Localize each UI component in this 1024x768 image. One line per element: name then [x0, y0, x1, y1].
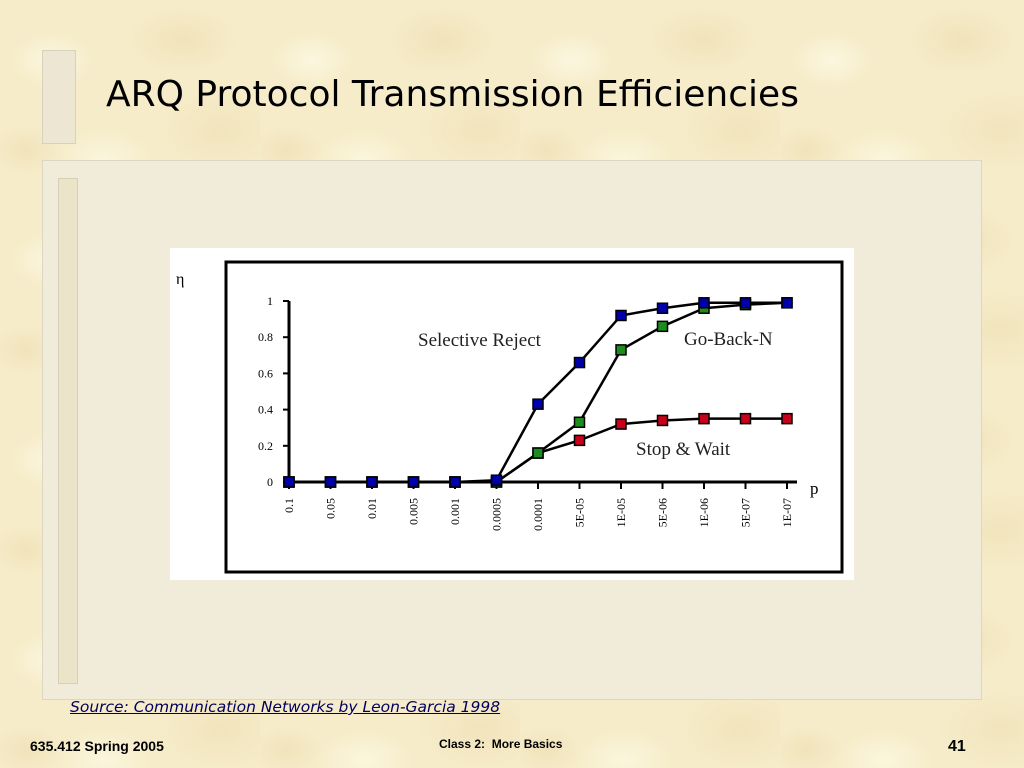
- efficiency-chart: 0 0.2 0.4 0.6 0.8 1 0.1 0.05 0.01 0.005 0.001 0.000…: [176, 260, 844, 574]
- data-point: [366, 476, 378, 488]
- data-point: [656, 320, 669, 333]
- data-point: [490, 474, 503, 486]
- data-point: [739, 412, 752, 425]
- data-point: [449, 476, 461, 488]
- content-accent-bar: [58, 178, 78, 684]
- data-point: [781, 297, 793, 309]
- data-point: [532, 447, 544, 459]
- data-point: [656, 302, 669, 314]
- data-point: [283, 476, 295, 488]
- page-number: 41: [948, 738, 966, 755]
- data-point: [615, 418, 627, 430]
- x-tick-label: 0.005: [407, 498, 421, 525]
- x-tick-label: 1E-06: [697, 498, 711, 527]
- x-tick-label: 0.05: [324, 498, 338, 519]
- series-label: Selective Reject: [418, 330, 542, 351]
- source-citation: Source: Communication Networks by Leon-G…: [70, 698, 501, 716]
- title-accent-bar: [42, 50, 76, 144]
- data-point: [407, 476, 420, 488]
- chart-frame: [224, 260, 844, 574]
- data-point: [739, 297, 752, 309]
- data-point: [698, 412, 710, 425]
- y-tick-label: 1: [267, 294, 273, 308]
- y-tick-label: 0.6: [258, 366, 273, 380]
- y-tick-label: 0.4: [258, 403, 273, 417]
- y-tick-label: 0.8: [258, 330, 273, 344]
- x-tick-label: 0.0005: [490, 498, 504, 531]
- data-point: [615, 309, 627, 322]
- slide-title: ARQ Protocol Transmission Efficiencies: [106, 74, 799, 115]
- data-point: [573, 416, 586, 429]
- series-label: Go-Back-N: [684, 329, 773, 350]
- y-axis-label: η: [176, 271, 184, 288]
- data-point: [532, 398, 544, 410]
- chart: 0 0.2 0.4 0.6 0.8 1 0.1 0.05 0.01 0.005 0.001 0.000…: [170, 248, 854, 580]
- x-tick-label: 0.001: [448, 498, 462, 525]
- x-tick-label: 5E-07: [739, 498, 753, 527]
- x-axis-label: p: [810, 479, 819, 498]
- x-tick-label: 0.0001: [531, 498, 545, 531]
- data-point: [573, 356, 586, 369]
- x-tick-label: 1E-07: [780, 498, 794, 527]
- x-tick-label: 1E-05: [614, 498, 628, 527]
- x-tick-label: 5E-05: [573, 498, 587, 527]
- data-point: [656, 414, 669, 427]
- x-tick-label: 0.01: [365, 498, 379, 519]
- x-tick-label: 5E-06: [656, 498, 670, 527]
- data-point: [615, 344, 627, 356]
- data-point: [573, 434, 586, 447]
- data-point: [698, 297, 710, 309]
- course-label: 635.412 Spring 2005: [30, 738, 164, 754]
- data-point: [324, 476, 337, 488]
- series-label: Stop & Wait: [636, 439, 731, 460]
- x-tick-label: 0.1: [282, 498, 296, 513]
- y-tick-label: 0.2: [258, 439, 273, 453]
- y-tick-label: 0: [267, 475, 273, 489]
- class-label: Class 2: More Basics: [439, 737, 563, 751]
- data-point: [781, 412, 793, 425]
